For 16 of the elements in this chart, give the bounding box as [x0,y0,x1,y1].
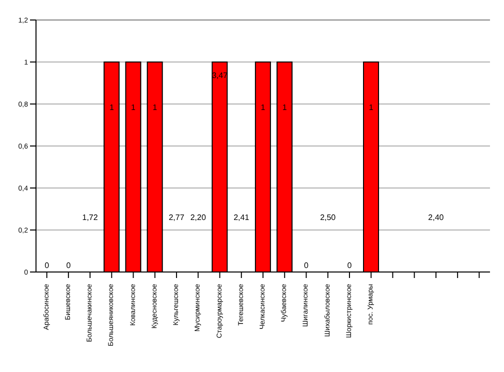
annotation: 2,77 [168,213,185,222]
data-label: 1 [109,103,114,112]
data-label: 1 [282,103,288,112]
data-label: 0 [304,261,310,270]
annotation: 2,41 [234,213,250,222]
data-label: 1 [368,103,374,112]
data-label: 1 [152,103,158,112]
annotation: 2,20 [190,213,206,222]
data-label: 0 [44,261,50,270]
annotation: 2,50 [320,213,336,222]
data-label: 1 [131,103,136,112]
data-label: 0 [66,261,72,270]
annotation: 1,72 [82,213,98,222]
annotation: 2,40 [428,213,444,222]
data-label: 0 [347,261,352,270]
data-label: 1 [260,103,266,112]
